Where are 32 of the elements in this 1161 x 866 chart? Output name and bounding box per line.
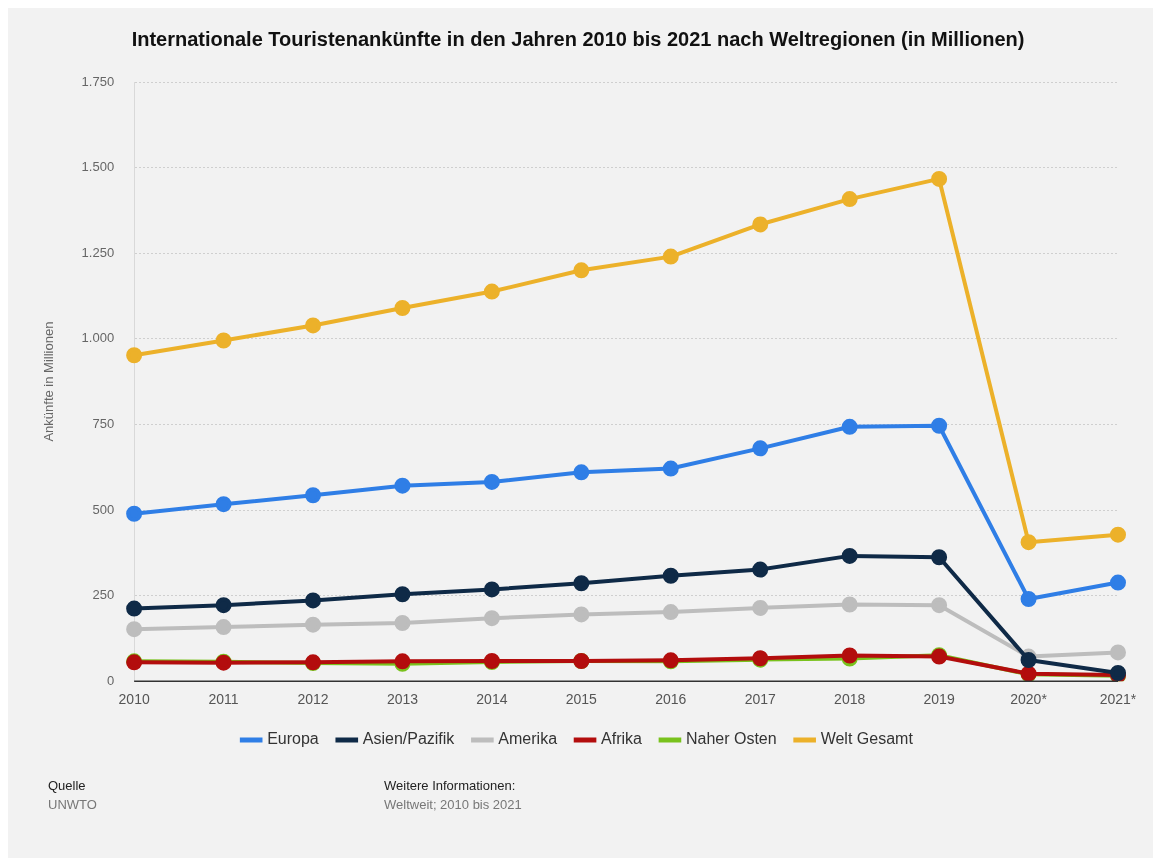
x-tick-label: 2016: [655, 691, 687, 708]
text: UNWTO: [48, 796, 97, 814]
text: Quelle: [48, 777, 87, 795]
legend-label: Welt Gesamt: [820, 730, 914, 748]
x-tick-label: 2011: [208, 691, 239, 708]
x-tick-label: 2013: [386, 691, 419, 708]
x-tick-label: 2020*: [1010, 691, 1048, 708]
x-tick-label: 2017: [744, 691, 777, 708]
y-tick-label: 750: [92, 415, 115, 431]
y-axis-title: Ankünfte in Millionen: [41, 321, 57, 442]
chart-title: Internationale Touristenankünfte in den Jahren 2010 bis 2021 nach Weltregionen (in Millionen): [131, 27, 1025, 50]
legend-label: Naher Osten: [685, 730, 777, 748]
legend-label: Afrika: [601, 730, 643, 748]
y-tick-label: 1.750: [81, 73, 115, 89]
x-tick-label: 2014: [476, 691, 508, 708]
y-tick-label: 1.000: [81, 330, 115, 346]
text: Weltweit; 2010 bis 2021: [384, 796, 522, 814]
legend-label: Europa: [267, 730, 319, 748]
y-tick-label: 1.500: [81, 159, 115, 175]
y-tick-label: 250: [92, 587, 115, 603]
x-tick-label: 2015: [565, 691, 598, 708]
legend-label: Amerika: [498, 730, 558, 748]
x-tick-label: 2018: [834, 691, 866, 708]
y-tick-label: 1.250: [81, 244, 115, 260]
y-tick-label: 0: [106, 672, 115, 688]
y-tick-label: 500: [92, 501, 115, 517]
x-tick-label: 2012: [297, 691, 329, 708]
text: Weitere Informationen:: [384, 777, 517, 795]
x-tick-label: 2019: [923, 691, 955, 708]
x-tick-label: 2021*: [1099, 691, 1137, 708]
x-tick-label: 2010: [118, 691, 150, 708]
legend-label: Asien/Pazifik: [362, 730, 456, 748]
